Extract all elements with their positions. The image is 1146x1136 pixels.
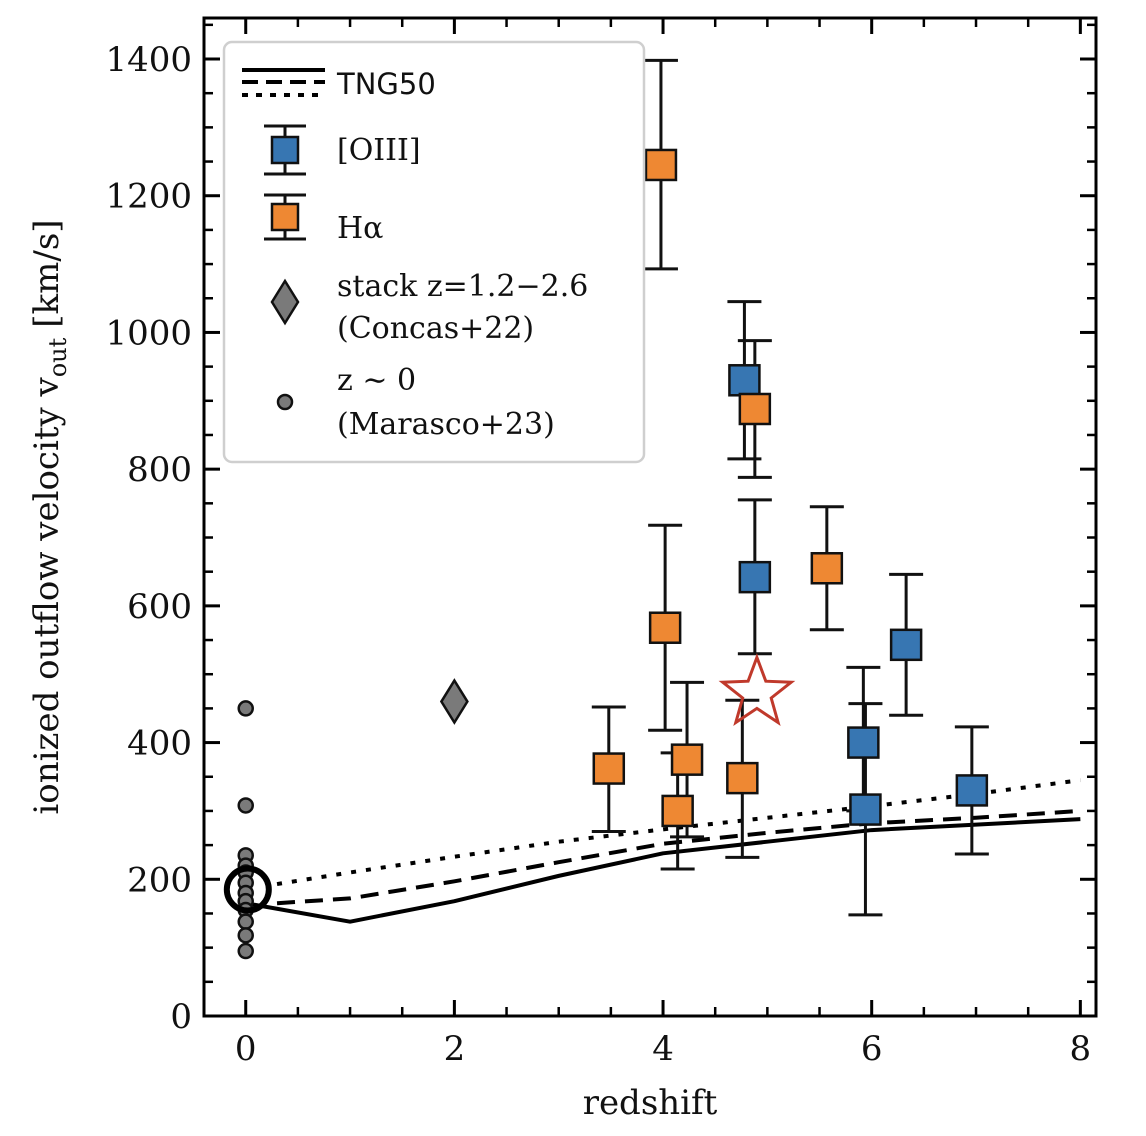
x-tick-label: 4 [652,1029,674,1069]
halpha-marker [644,148,678,182]
halpha-marker [592,752,626,785]
legend-box [222,40,646,464]
stack-diamond-marker [439,678,469,725]
y-tick-label: 400 [127,724,192,764]
y-axis-label: ionized outflow velocity vout [km/s] [27,219,72,814]
halpha-marker [810,552,844,585]
oiii-marker [955,774,989,807]
local-circle-marker [237,797,254,814]
local-circle-marker [237,913,254,930]
star-marker [718,653,796,727]
y-tick-label: 1200 [105,177,192,217]
halpha-marker [726,761,759,795]
halpha-marker [670,743,704,776]
oiii-marker [849,793,882,826]
y-tick-label: 0 [170,997,192,1037]
y-axis-label-main: ionized outflow velocity v [27,376,67,814]
y-tick-label: 1400 [105,40,192,80]
legend-halpha-label: Hα [337,211,383,246]
tick-labels: 0 2 4 6 8 0 200 400 600 800 1000 1200 1400 [105,40,1091,1069]
legend-local-label-line2: (Marasco+23) [337,407,555,442]
y-tick-label: 200 [127,860,192,900]
halpha-marker [738,392,772,426]
x-tick-label: 0 [235,1029,257,1069]
legend-halpha-icon [264,193,306,241]
local-circle-marker [237,700,254,717]
x-tick-label: 8 [1070,1029,1092,1069]
halpha-marker [661,794,694,828]
oiii-marker [728,364,761,397]
legend-oiii-label: [OIII] [337,133,421,168]
legend: TNG50 [OIII] Hα stack z=1.2−2.6 (Concas+… [222,40,646,464]
y-axis-label-unit: [km/s] [27,219,67,327]
legend-stack-label-line1: stack z=1.2−2.6 [337,269,588,304]
legend-tng50-icon [242,68,325,97]
legend-oiii-icon [264,124,306,176]
legend-tng50-label: TNG50 [336,67,436,101]
legend-stack-label-line2: (Concas+22) [337,311,534,346]
x-tick-label: 6 [861,1029,883,1069]
tng50-dotted-line [276,778,1081,887]
local-circle-marker [237,927,254,944]
y-tick-label: 800 [127,450,192,490]
oiii-marker [889,628,923,662]
open-circle-marker [223,865,272,914]
legend-local-circle-icon [276,393,294,411]
y-tick-label: 600 [127,587,192,627]
y-tick-label: 1000 [105,313,192,353]
error-bars [591,58,989,917]
data-markers [223,148,989,960]
legend-local-label-line1: z ∼ 0 [337,363,416,398]
x-axis-label: redshift [583,1083,718,1123]
local-circle-marker [237,942,254,960]
tng50-solid-line [245,817,1081,924]
oiii-marker [738,560,772,594]
tng50-lines [245,778,1081,924]
legend-stack-diamond-icon [270,278,300,326]
x-tick-label: 2 [444,1029,466,1069]
y-axis-label-subscript: out [44,337,72,377]
oiii-marker [847,726,880,759]
halpha-marker [648,611,682,644]
plot-frame [202,16,1098,1018]
